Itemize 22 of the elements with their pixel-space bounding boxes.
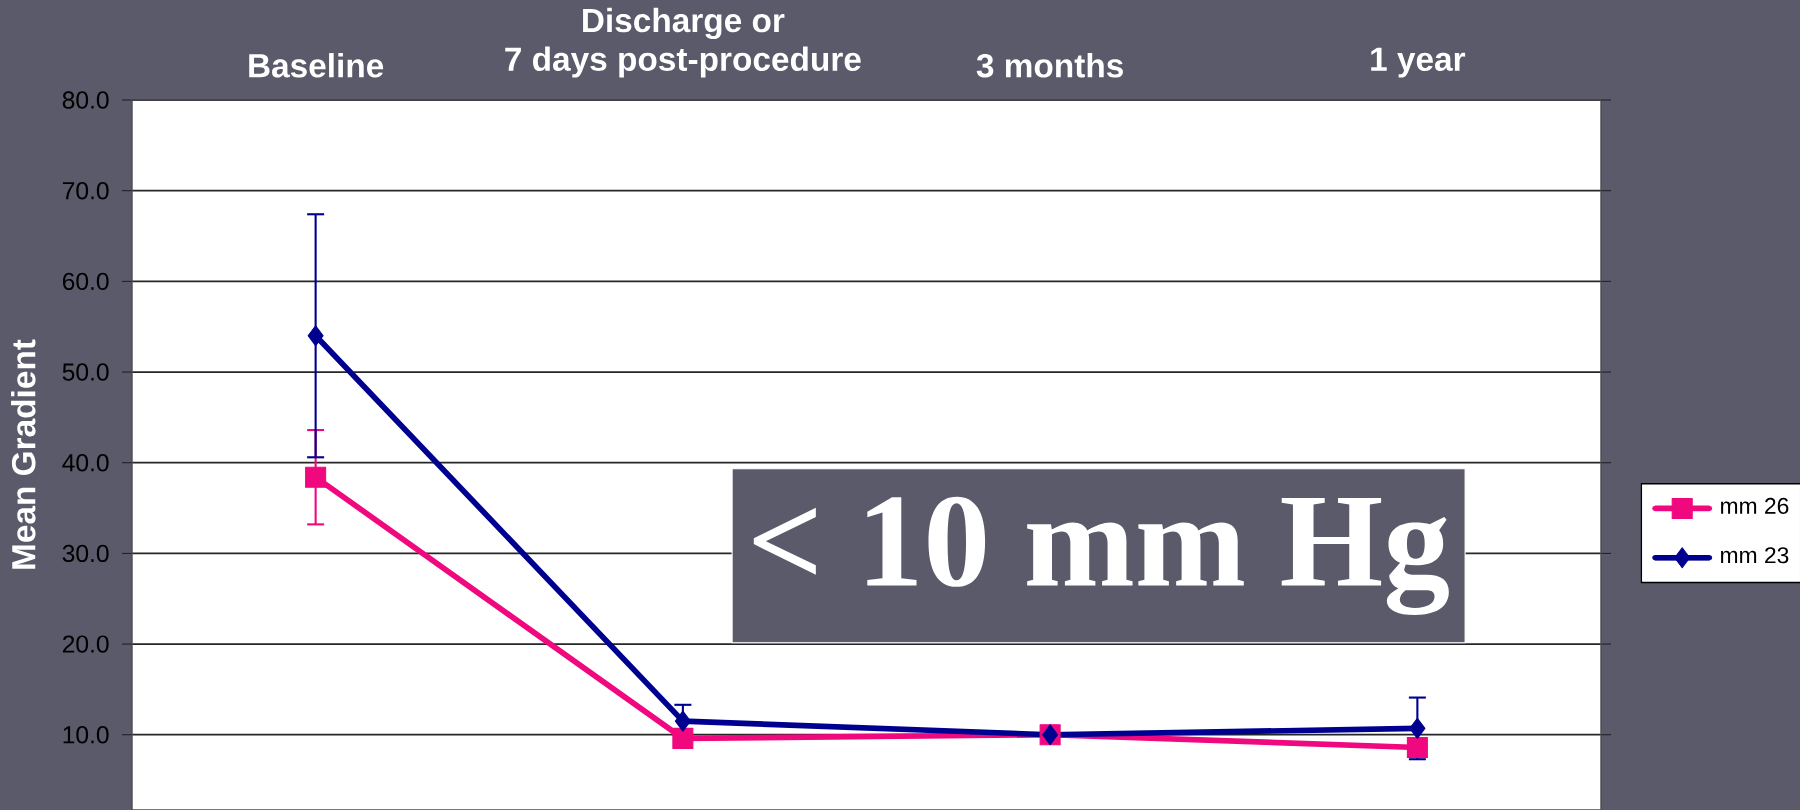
x-tick-label: Discharge or 7 days post-procedure: [505, 7, 861, 78]
y-axis-title: Mean Gradient: [11, 339, 36, 569]
y-tick-label: 50.0: [62, 363, 109, 381]
y-tick-label: 60.0: [62, 272, 109, 291]
point: [1409, 717, 1426, 739]
y-tick-label: 70.0: [62, 182, 109, 200]
point: [1406, 736, 1428, 758]
point: [307, 325, 324, 347]
y-tick-label: 40.0: [62, 454, 109, 472]
point: [672, 727, 694, 749]
point: [674, 710, 691, 732]
x-tick-label: 3 months: [976, 53, 1123, 78]
legend-label: mm 26: [1721, 497, 1789, 514]
point: [305, 466, 327, 488]
x-tick-label: Baseline: [249, 53, 384, 78]
y-tick-label: 30.0: [62, 544, 109, 563]
legend-label: mm 23: [1721, 547, 1789, 564]
y-tick-label: 80.0: [62, 91, 109, 109]
y-tick-label: 20.0: [62, 635, 109, 653]
y-tick-label: 10.0: [63, 726, 109, 744]
x-tick-label: 1 year: [1371, 47, 1466, 78]
annotation: < 10 mm Hg: [753, 496, 1449, 615]
